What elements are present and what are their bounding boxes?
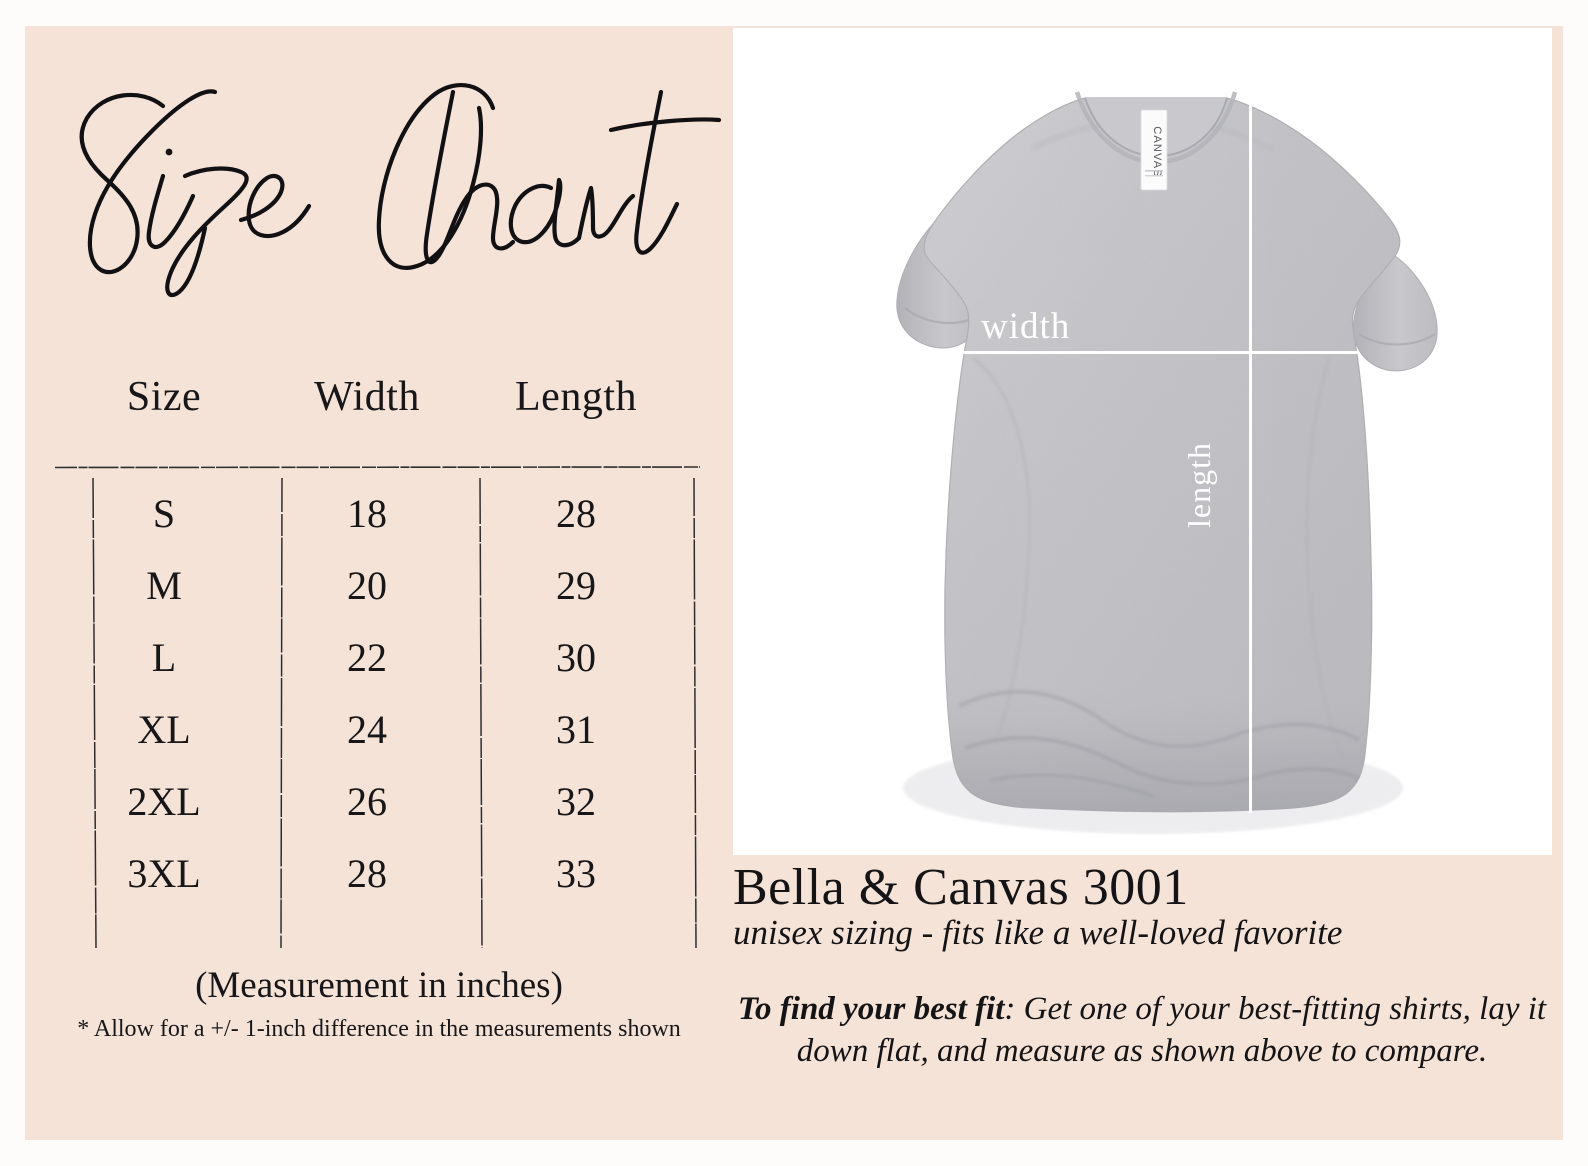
fit-instructions-body: : Get one of your best-fitting shirts, l…	[796, 991, 1547, 1070]
column-header-length: Length	[515, 374, 637, 420]
width-label: width	[981, 306, 1071, 347]
product-tagline: unisex sizing - fits like a well-loved f…	[733, 913, 1343, 952]
cell-width: 24	[347, 707, 387, 752]
column-header-size: Size	[126, 374, 202, 420]
column-header-width: Width	[314, 374, 420, 420]
left-column: Size Width Length S 18 28	[25, 26, 733, 1140]
table-row: M 20 29	[60, 550, 720, 622]
cell-size: 2XL	[127, 779, 201, 824]
table-row: 2XL 26 32	[60, 766, 720, 838]
product-name: Bella & Canvas 3001	[733, 859, 1189, 916]
tshirt-illustration: CANVAS	[896, 91, 1438, 834]
cell-width: 18	[347, 491, 387, 536]
page-title	[45, 56, 725, 316]
cell-size: L	[151, 635, 177, 680]
table-row: L 22 30	[60, 622, 720, 694]
width-guide-line	[934, 351, 1359, 354]
length-label: length	[1181, 442, 1217, 528]
table-row: S 18 28	[60, 478, 720, 550]
cell-size: M	[146, 563, 182, 608]
cell-width: 28	[347, 851, 387, 896]
table-header-row: Size Width Length	[60, 376, 720, 438]
fit-instructions: To find your best fit: Get one of your b…	[712, 988, 1572, 1072]
cell-size: 3XL	[127, 851, 201, 896]
cell-length: 29	[556, 563, 596, 608]
cell-width: 22	[347, 635, 387, 680]
cell-length: 30	[556, 635, 596, 680]
size-table-body: S 18 28 M 20 29 L 22 30 XL 24 31 2XL 26	[60, 478, 720, 948]
size-chart-script-title	[79, 83, 722, 298]
canvas-neck-tag: CANVAS	[1140, 109, 1168, 191]
length-guide-line	[1249, 73, 1252, 813]
tolerance-note: * Allow for a +/- 1-inch difference in t…	[77, 1016, 681, 1042]
cell-length: 31	[556, 707, 596, 752]
table-row: XL 24 31	[60, 694, 720, 766]
cell-width: 20	[347, 563, 387, 608]
table-header-divider	[55, 466, 700, 469]
size-table-header: Size Width Length	[60, 376, 720, 438]
cell-length: 32	[556, 779, 596, 824]
fit-instructions-lead: To find your best fit	[737, 991, 1005, 1027]
measurement-unit-note: (Measurement in inches)	[195, 965, 563, 1006]
cell-width: 26	[347, 779, 387, 824]
svg-text:CANVAS: CANVAS	[1151, 126, 1163, 178]
cell-length: 33	[556, 851, 596, 896]
table-row: 3XL 28 33	[60, 838, 720, 910]
cell-size: XL	[137, 707, 191, 752]
tshirt-photo-panel: CANVAS width length	[733, 28, 1552, 855]
cell-length: 28	[556, 491, 596, 536]
cell-size: S	[152, 491, 176, 536]
